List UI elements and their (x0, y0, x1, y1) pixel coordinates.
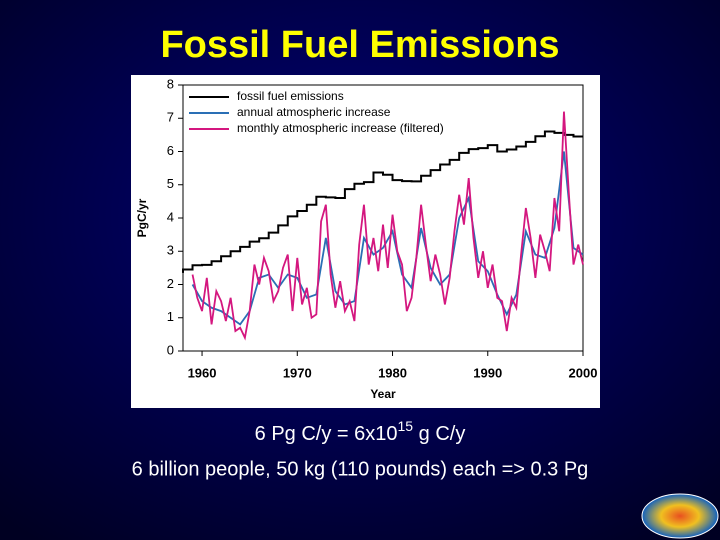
x-tick-label: 1960 (188, 365, 217, 380)
plot: 0 1 2 3 4 5 6 7 8 1960 1970 1980 1990 2000 Year PgC/yr f… (135, 76, 597, 401)
legend-label: annual atmospheric increase (237, 105, 391, 119)
x-tick-label: 1990 (473, 365, 502, 380)
x-tick-label: 1980 (378, 365, 407, 380)
y-tick-label: 0 (167, 342, 174, 357)
y-tick-label: 3 (167, 243, 174, 258)
legend-bg (187, 106, 477, 121)
x-tick-label: 2000 (569, 365, 598, 380)
caption: 6 Pg C/y = 6x1015 g C/y (255, 418, 466, 446)
x-axis-label: Year (370, 387, 396, 401)
x-tick-label: 1970 (283, 365, 312, 380)
logo (641, 493, 719, 539)
data-line (182, 130, 583, 273)
data-line (191, 111, 584, 341)
y-tick-label: 2 (167, 276, 174, 291)
caption-text: g C/y (413, 423, 465, 445)
y-axis-label: PgC/yr (135, 198, 149, 237)
y-tick-label: 1 (167, 309, 174, 324)
y-tick-label: 8 (167, 76, 174, 91)
legend-label: fossil fuel emissions (237, 89, 344, 103)
y-tick-label: 5 (167, 176, 174, 191)
caption: 6 billion people, 50 kg (110 pounds) eac… (132, 458, 589, 480)
legend-bg (187, 122, 477, 137)
legend-bg (187, 90, 477, 105)
caption-superscript: 15 (398, 418, 414, 434)
slide-title: Fossil Fuel Emissions (160, 24, 559, 66)
y-tick-label: 6 (167, 143, 174, 158)
y-tick-label: 7 (167, 110, 174, 125)
y-tick-label: 4 (167, 209, 174, 224)
legend-label: monthly atmospheric increase (filtered) (237, 121, 444, 135)
caption-text: 6 Pg C/y = 6x10 (255, 423, 398, 445)
